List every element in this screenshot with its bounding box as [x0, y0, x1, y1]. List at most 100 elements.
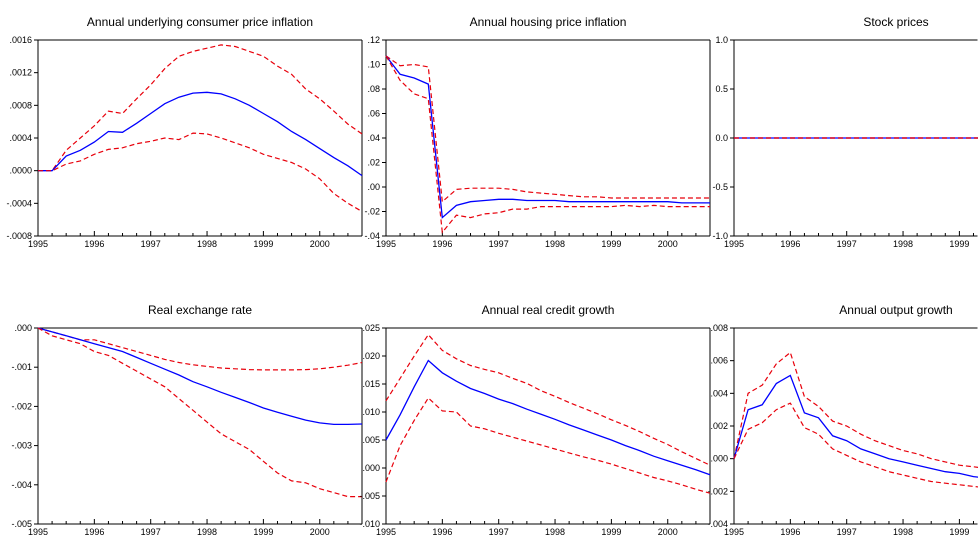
y-tick-label: .002: [710, 421, 728, 431]
x-tick-label: 1999: [949, 527, 969, 537]
y-tick-label: -.003: [11, 441, 32, 451]
x-tick-label: 1996: [84, 239, 104, 249]
y-tick-label: .0016: [9, 35, 32, 45]
series-line-estimate: [733, 374, 978, 478]
y-tick-label: .020: [362, 351, 380, 361]
y-tick-label: -.004: [707, 519, 728, 529]
series-line-upper: [385, 333, 711, 466]
chart-panel-3: Stock prices -1.0 -0.5 0.0 0.5 1.0 1995 1996 199…: [712, 15, 978, 249]
x-tick-label: 2000: [310, 527, 330, 537]
x-tick-label: 1997: [837, 239, 857, 249]
y-tick-label: .0008: [9, 100, 32, 110]
x-tick-label: 1999: [253, 527, 273, 537]
chart-title: Annual real credit growth: [482, 303, 615, 317]
y-tick-label: .000: [14, 323, 32, 333]
y-tick-label: 0.5: [715, 84, 728, 94]
y-tick-label: -.0008: [6, 231, 32, 241]
y-tick-label: .10: [367, 60, 380, 70]
series-line-lower: [385, 397, 711, 494]
y-tick-label: .008: [710, 323, 728, 333]
y-tick-label: .0012: [9, 68, 32, 78]
y-tick-label: .00: [367, 182, 380, 192]
x-tick-label: 1995: [28, 527, 48, 537]
y-tick-label: .015: [362, 379, 380, 389]
series-line-lower: [37, 327, 362, 498]
x-tick-label: 1999: [601, 239, 621, 249]
y-tick-label: .010: [362, 407, 380, 417]
series-line-estimate: [385, 55, 710, 219]
series-line-estimate: [37, 327, 363, 426]
y-tick-label: -.002: [11, 401, 32, 411]
y-tick-label: 0.0: [715, 133, 728, 143]
chart-title: Real exchange rate: [148, 303, 252, 317]
y-tick-label: -.0004: [6, 198, 32, 208]
y-tick-label: -.005: [359, 491, 380, 501]
series-line-upper: [37, 327, 363, 371]
x-tick-label: 1997: [141, 239, 161, 249]
y-tick-label: -.04: [364, 231, 380, 241]
series-line-upper: [733, 351, 978, 468]
x-tick-label: 1998: [545, 239, 565, 249]
y-tick-label: .000: [710, 454, 728, 464]
x-tick-label: 1999: [601, 527, 621, 537]
x-tick-label: 1998: [197, 527, 217, 537]
y-tick-label: 1.0: [715, 35, 728, 45]
x-tick-label: 1996: [432, 527, 452, 537]
x-tick-label: 1998: [893, 239, 913, 249]
x-tick-label: 2000: [310, 239, 330, 249]
chart-title: Annual underlying consumer price inflati…: [87, 15, 313, 29]
x-tick-label: 1997: [837, 527, 857, 537]
y-tick-label: -0.5: [712, 182, 728, 192]
chart-title: Annual output growth: [839, 303, 952, 317]
chart-title: Annual housing price inflation: [470, 15, 627, 29]
x-tick-label: 1997: [141, 527, 161, 537]
y-tick-label: -.005: [11, 519, 32, 529]
chart-panel-6: Annual output growth -.004 -.002 .000 .002 .0…: [707, 303, 978, 537]
x-tick-label: 1998: [545, 527, 565, 537]
y-tick-label: .02: [367, 158, 380, 168]
x-tick-label: 1996: [780, 239, 800, 249]
y-tick-label: .12: [367, 35, 380, 45]
x-tick-label: 1997: [489, 239, 509, 249]
chart-panel-1: Annual underlying consumer price inflati…: [6, 15, 363, 249]
x-tick-label: 1995: [724, 527, 744, 537]
x-tick-label: 1999: [949, 239, 969, 249]
y-tick-label: -.001: [11, 362, 32, 372]
y-tick-label: .06: [367, 109, 380, 119]
x-tick-label: 1997: [489, 527, 509, 537]
y-tick-label: .005: [362, 435, 380, 445]
x-tick-label: 2000: [658, 239, 678, 249]
x-tick-label: 1998: [893, 527, 913, 537]
series-line-lower: [38, 132, 363, 213]
x-tick-label: 1996: [780, 527, 800, 537]
chart-panel-4: Real exchange rate -.005 -.004 -.003 -.002 -.…: [11, 303, 363, 537]
series-line-lower: [385, 55, 710, 234]
x-tick-label: 1996: [84, 527, 104, 537]
y-tick-label: -.02: [364, 207, 380, 217]
x-tick-label: 2000: [658, 527, 678, 537]
x-tick-label: 1998: [197, 239, 217, 249]
y-tick-label: .006: [710, 356, 728, 366]
series-line-lower: [733, 402, 978, 488]
x-tick-label: 1995: [376, 527, 396, 537]
x-tick-label: 1995: [376, 239, 396, 249]
series-line-upper: [38, 44, 363, 172]
y-tick-label: -.010: [359, 519, 380, 529]
chart-panel-5: Annual real credit growth -.010 -.005 .000.…: [359, 303, 711, 537]
y-tick-label: .004: [710, 388, 728, 398]
x-tick-label: 1995: [28, 239, 48, 249]
x-tick-label: 1995: [724, 239, 744, 249]
chart-panel-2: Annual housing price inflation -.04 -.02 .0…: [364, 15, 711, 249]
y-tick-label: -.002: [707, 486, 728, 496]
series-line-estimate: [385, 359, 711, 476]
x-tick-label: 1999: [253, 239, 273, 249]
y-tick-label: .025: [362, 323, 380, 333]
y-tick-label: -.004: [11, 480, 32, 490]
y-tick-label: .08: [367, 84, 380, 94]
series-line-upper: [385, 55, 710, 203]
y-tick-label: .0000: [9, 166, 32, 176]
y-tick-label: .04: [367, 133, 380, 143]
y-tick-label: -1.0: [712, 231, 728, 241]
x-tick-label: 1996: [432, 239, 452, 249]
